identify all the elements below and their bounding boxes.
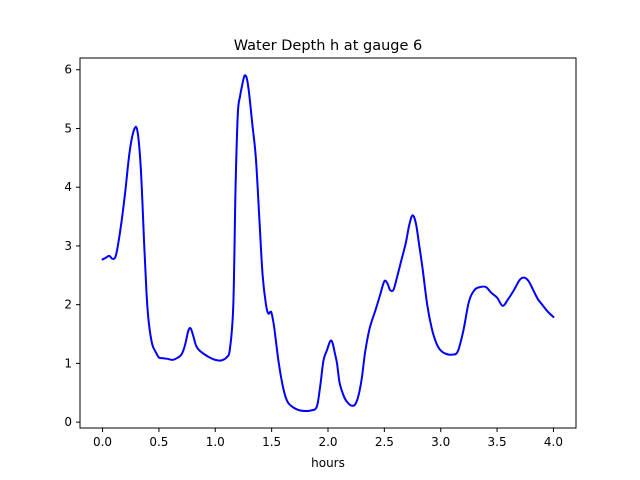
x-tick-label: 1.0 bbox=[206, 435, 225, 449]
x-tick-label: 2.5 bbox=[375, 435, 394, 449]
plot-area: 0.0 0.5 1.0 1.5 2.0 2.5 3.0 3.5 4.0 0 1 2 3 4 5 6 bbox=[64, 57, 577, 449]
series-line bbox=[101, 74, 555, 412]
y-tick-label: 1 bbox=[64, 356, 72, 370]
y-axis: 0 1 2 3 4 5 6 bbox=[64, 63, 80, 429]
y-tick-label: 5 bbox=[64, 121, 72, 135]
x-tick-label: 4.0 bbox=[544, 435, 563, 449]
x-tick-label: 3.0 bbox=[431, 435, 450, 449]
x-tick-label: 3.5 bbox=[488, 435, 507, 449]
chart-title: Water Depth h at gauge 6 bbox=[234, 38, 422, 54]
y-tick-label: 2 bbox=[64, 298, 72, 312]
x-axis: 0.0 0.5 1.0 1.5 2.0 2.5 3.0 3.5 4.0 bbox=[93, 428, 563, 449]
y-tick-label: 3 bbox=[64, 239, 72, 253]
x-axis-label: hours bbox=[311, 456, 345, 470]
axes-frame bbox=[79, 57, 577, 429]
y-tick-label: 6 bbox=[64, 63, 72, 77]
y-tick-label: 0 bbox=[64, 415, 72, 429]
x-tick-label: 1.5 bbox=[262, 435, 281, 449]
x-tick-label: 0.5 bbox=[149, 435, 168, 449]
x-tick-label: 0.0 bbox=[93, 435, 112, 449]
y-tick-label: 4 bbox=[64, 180, 72, 194]
x-tick-label: 2.0 bbox=[318, 435, 337, 449]
